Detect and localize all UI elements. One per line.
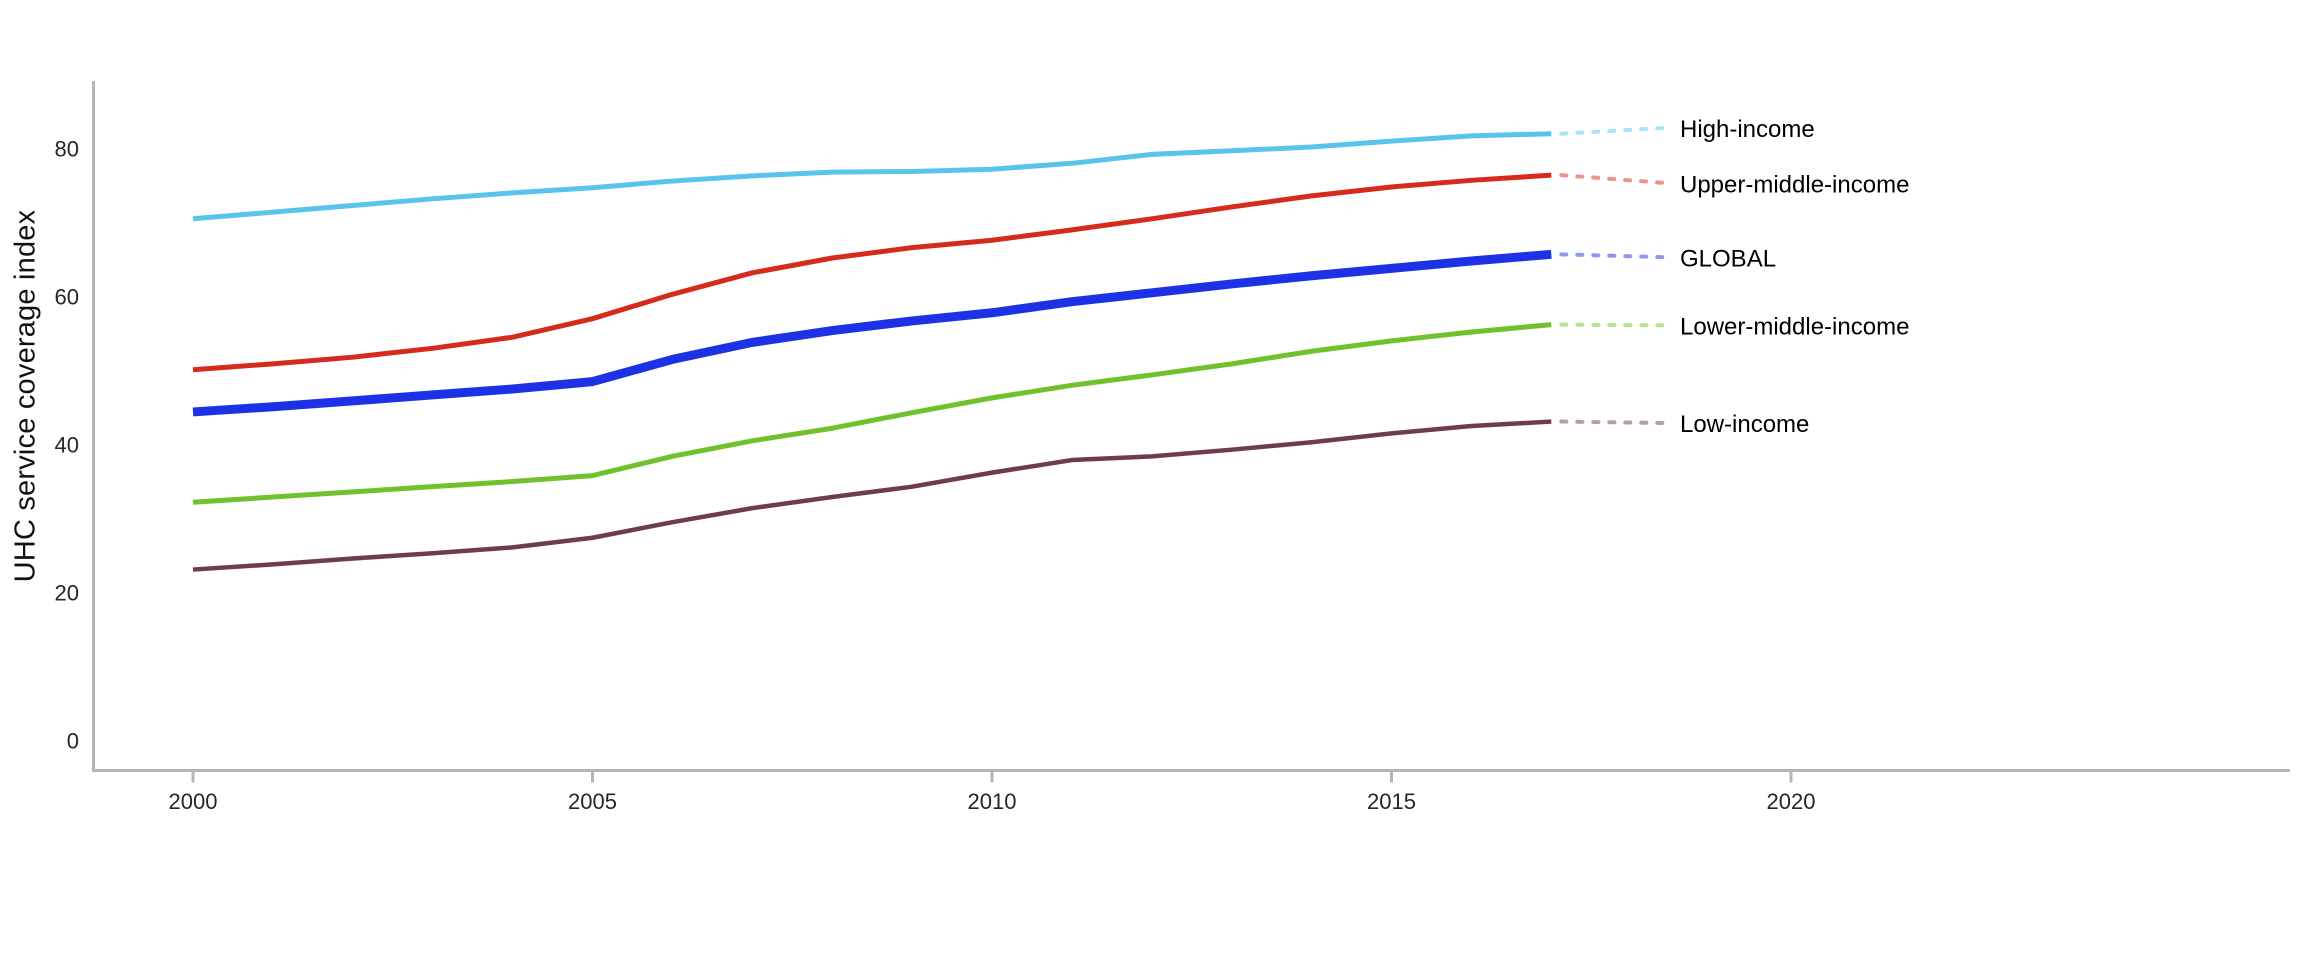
series-line-upper-middle-income (192, 172, 1552, 373)
x-tick-label: 2000 (169, 789, 218, 814)
x-tick-label: 2020 (1767, 789, 1816, 814)
y-tick-label: 60 (55, 285, 79, 310)
series-end-label-upper-middle-income: Upper-middle-income (1680, 171, 1909, 198)
series-end-label-low-income: Low-income (1680, 411, 1809, 438)
x-tick-label: 2005 (568, 789, 617, 814)
series-line-global (192, 249, 1552, 417)
y-axis-title: UHC service coverage index (9, 209, 42, 583)
series-line-low-income (192, 419, 1552, 572)
series-leader-global (1559, 252, 1671, 260)
series-leader-low-income (1559, 419, 1671, 426)
x-tick-label: 2010 (968, 789, 1017, 814)
series-end-label-high-income: High-income (1680, 116, 1815, 143)
series-line-high-income (192, 131, 1552, 222)
series-end-label-lower-middle-income: Lower-middle-income (1680, 313, 1909, 340)
y-tick-label: 80 (55, 137, 79, 162)
x-tick-label: 2015 (1367, 789, 1416, 814)
y-tick-label: 0 (67, 729, 79, 754)
series-end-label-global: GLOBAL (1680, 245, 1776, 272)
series-leader-high-income (1559, 125, 1671, 136)
series-line-lower-middle-income (192, 322, 1552, 505)
y-tick-label: 20 (55, 581, 79, 606)
series-leader-upper-middle-income (1559, 173, 1671, 186)
series-leader-lower-middle-income (1559, 322, 1671, 328)
y-tick-label: 40 (55, 433, 79, 458)
